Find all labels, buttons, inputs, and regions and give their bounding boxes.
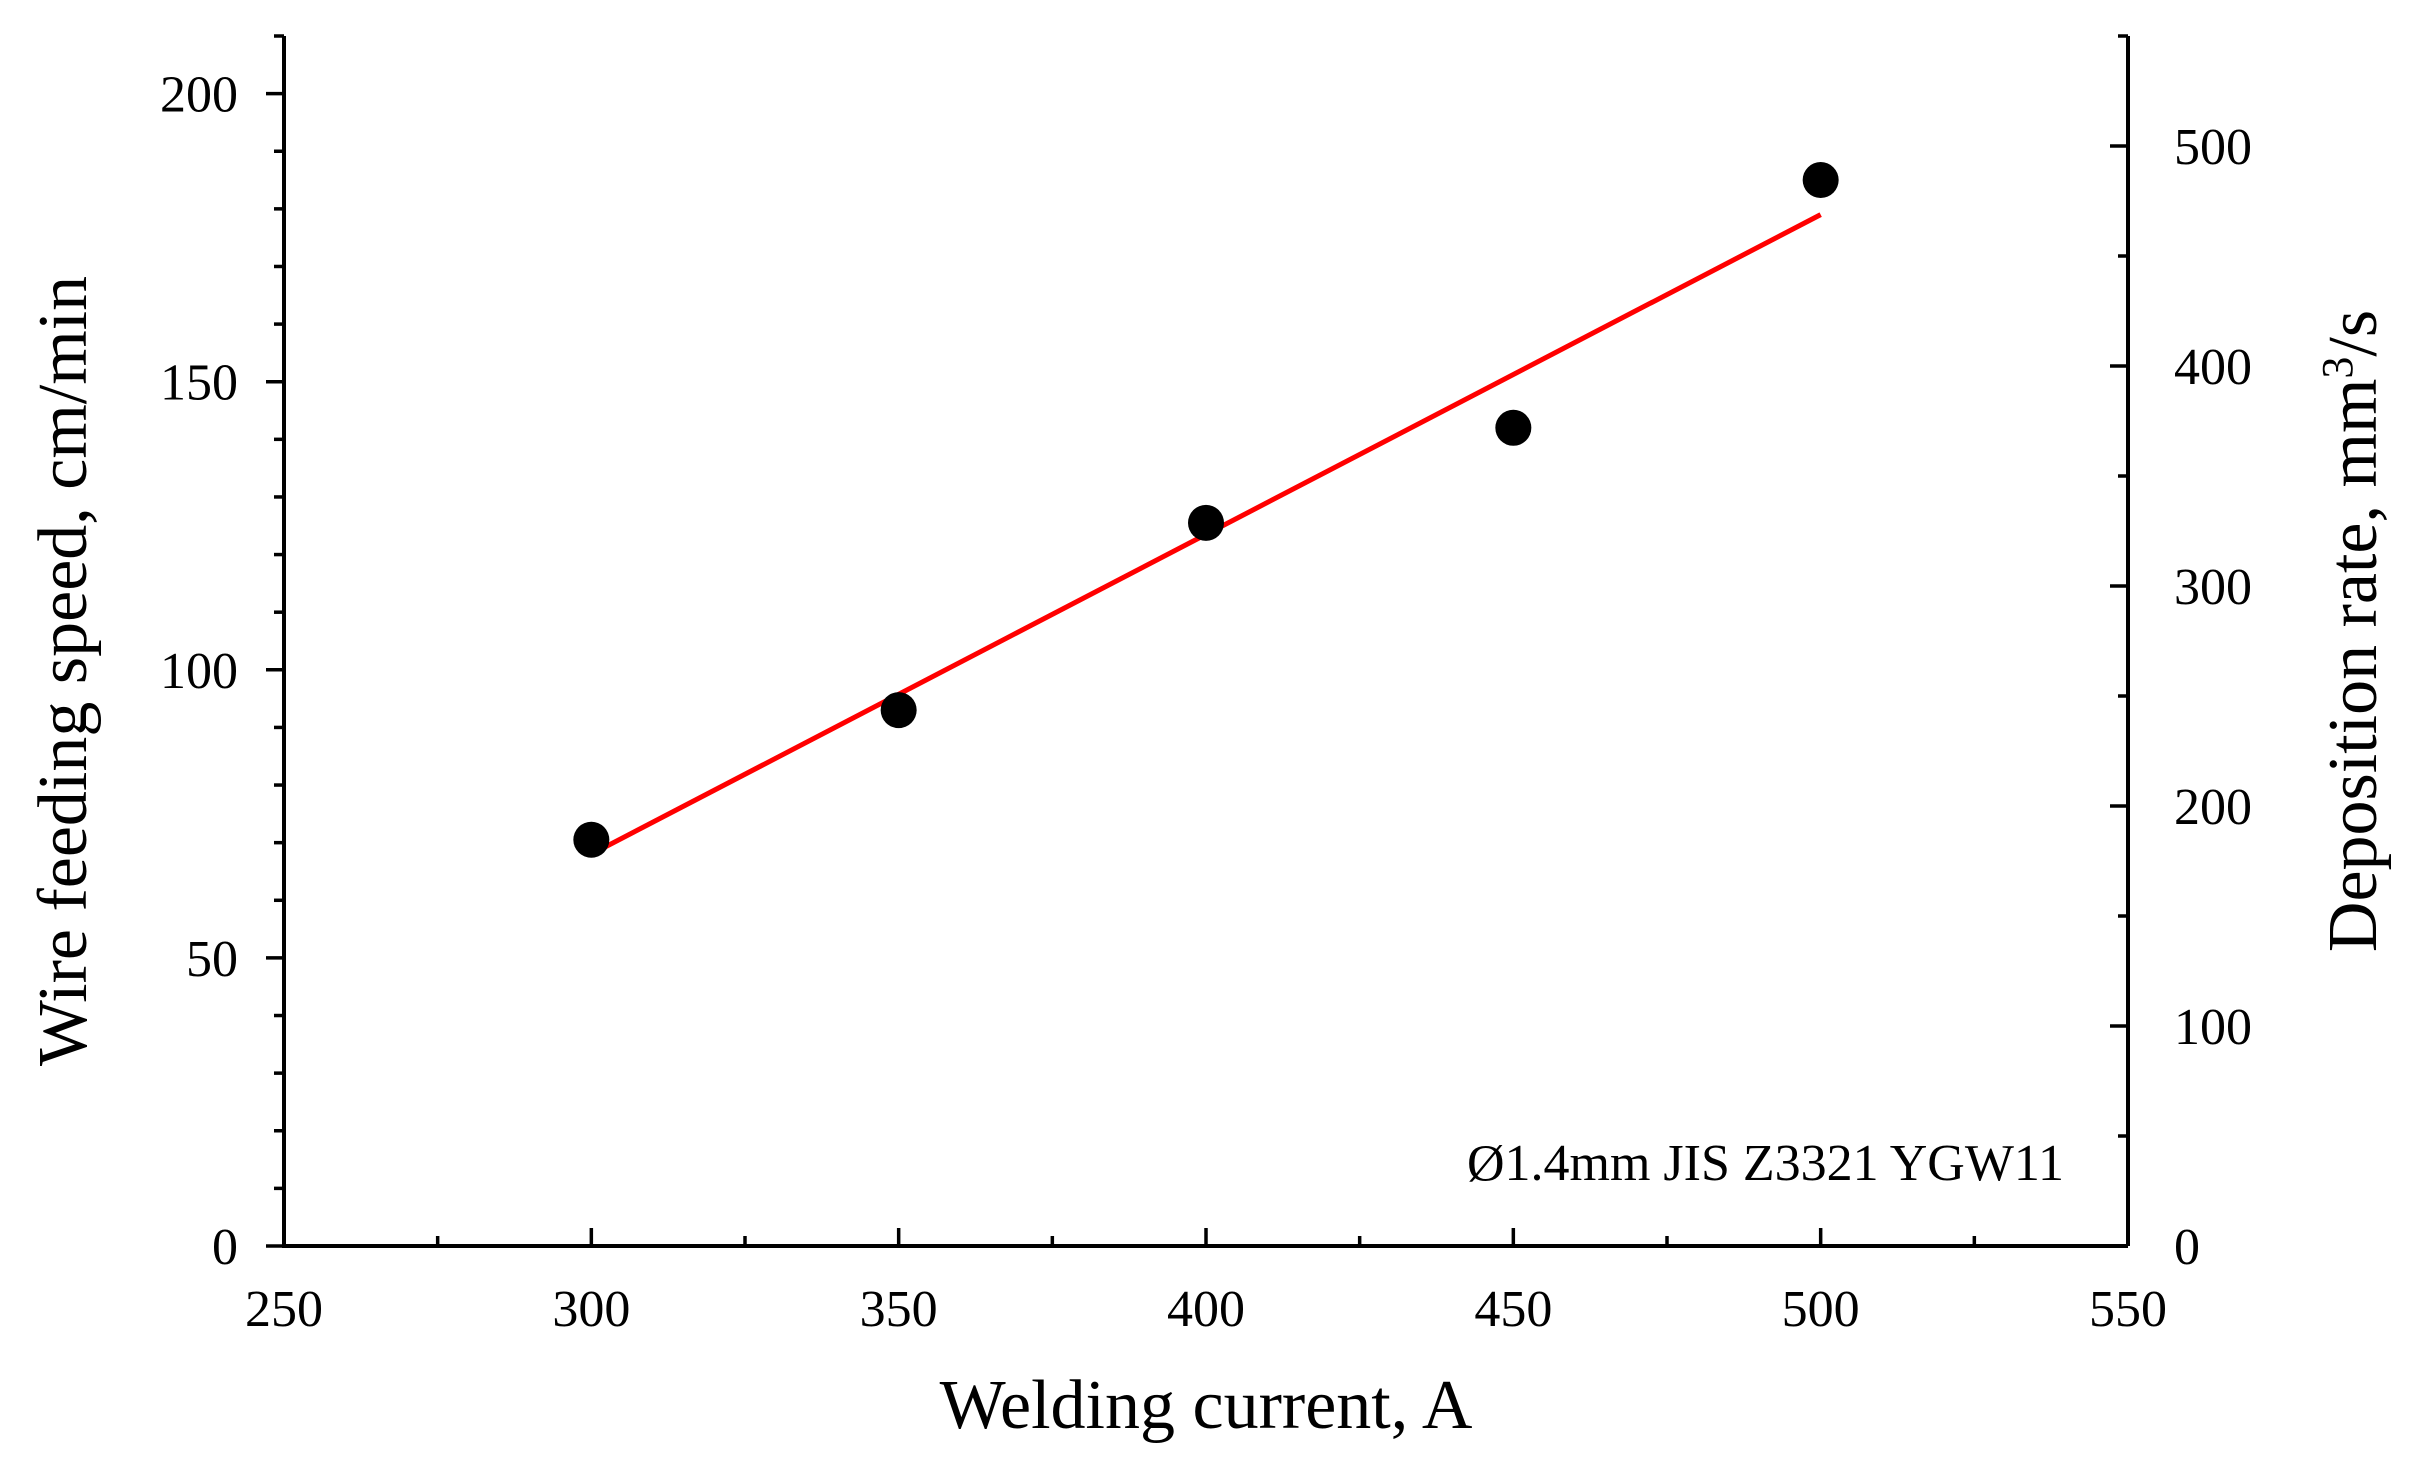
y-tick-label: 0 xyxy=(212,1219,238,1276)
y2-tick-label: 200 xyxy=(2174,779,2252,836)
data-layer xyxy=(573,162,1839,858)
y2-tick-label: 0 xyxy=(2174,1219,2200,1276)
y2-axis-title-superscript: 3 xyxy=(2313,357,2362,379)
tick-labels: 250 300 350 400 450 500 5500501001502000100200… xyxy=(160,67,2252,1338)
data-point xyxy=(1802,162,1839,199)
x-tick-label: 300 xyxy=(552,1281,630,1338)
y2-axis-title: Deposition rate, mm3/s xyxy=(2313,310,2392,952)
y2-tick-label: 100 xyxy=(2174,999,2252,1056)
y2-tick-label: 300 xyxy=(2174,559,2252,616)
data-point xyxy=(880,692,917,729)
x-axis-title: Welding current, A xyxy=(940,1367,1473,1444)
y-tick-label: 150 xyxy=(160,355,238,412)
data-point xyxy=(1495,409,1532,446)
y-tick-label: 200 xyxy=(160,67,238,124)
y2-tick-label: 400 xyxy=(2174,339,2252,396)
x-tick-label: 250 xyxy=(245,1281,323,1338)
x-tick-label: 500 xyxy=(1782,1281,1860,1338)
y2-axis-title-tail: /s xyxy=(2315,310,2392,357)
y2-axis-title-main: Deposition rate, mm xyxy=(2315,379,2392,953)
x-tick-label: 350 xyxy=(860,1281,938,1338)
y2-tick-label: 500 xyxy=(2174,119,2252,176)
data-point xyxy=(1188,504,1224,541)
major-ticks xyxy=(266,91,2130,1248)
x-tick-label: 550 xyxy=(2089,1281,2167,1338)
y-axis-title: Wire feeding speed, cm/min xyxy=(25,276,102,1066)
minor-ticks xyxy=(274,34,2128,1246)
x-tick-label: 450 xyxy=(1474,1281,1552,1338)
y-tick-label: 50 xyxy=(186,931,238,988)
y-tick-label: 100 xyxy=(160,643,238,700)
plot-axes xyxy=(282,36,2128,1248)
data-point xyxy=(573,821,610,858)
wire-spec-annotation: Ø1.4mm JIS Z3321 YGW11 xyxy=(1467,1135,2064,1192)
x-tick-label: 400 xyxy=(1167,1281,1245,1338)
